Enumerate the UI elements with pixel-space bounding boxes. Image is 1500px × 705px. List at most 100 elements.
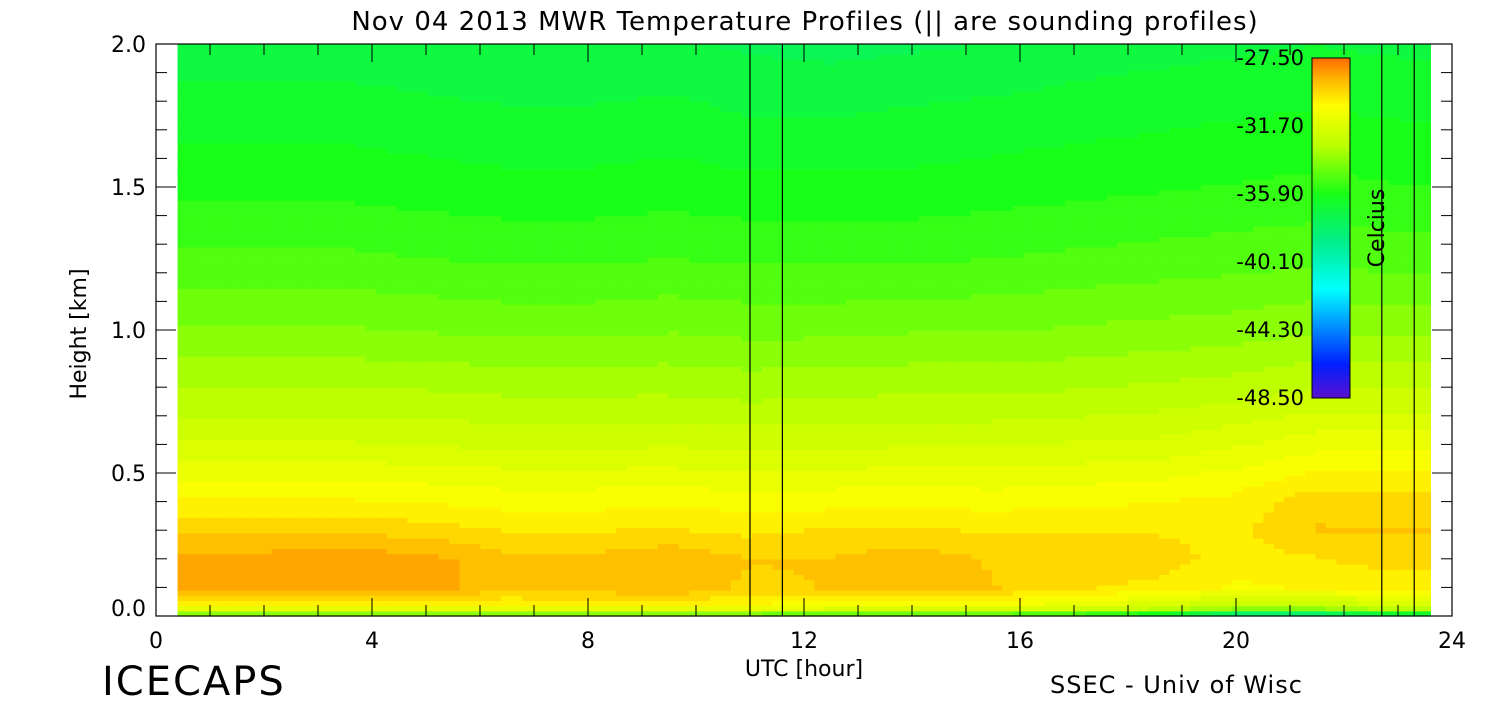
heat-cell (1252, 527, 1264, 534)
heat-cell (313, 543, 325, 549)
heat-cell (751, 434, 763, 440)
heat-cell (918, 538, 930, 544)
heat-cell (657, 397, 669, 404)
heat-cell (751, 460, 763, 466)
heat-cell (824, 449, 836, 456)
heat-cell (1399, 548, 1411, 555)
heat-cell (866, 475, 878, 482)
heat-cell (480, 397, 492, 404)
heat-cell (824, 486, 836, 492)
heat-cell (375, 470, 387, 477)
heat-cell (1315, 402, 1327, 409)
heat-cell (1315, 595, 1327, 601)
heat-cell (595, 595, 607, 601)
heat-cell (960, 506, 972, 513)
heat-cell (720, 496, 732, 503)
heat-cell (313, 434, 325, 440)
heat-cell (1075, 564, 1087, 570)
heat-cell (1127, 522, 1139, 529)
heat-cell (647, 434, 659, 440)
heat-cell (616, 444, 628, 451)
heat-cell (250, 605, 262, 612)
heat-cell (939, 439, 951, 445)
heat-cell (355, 584, 367, 591)
heat-cell (501, 548, 513, 555)
heat-cell (636, 548, 648, 555)
heat-cell (344, 605, 356, 612)
heat-cell (918, 480, 930, 487)
heat-cell (208, 506, 220, 513)
heat-cell (543, 501, 555, 508)
heat-cell (1284, 538, 1296, 544)
heat-cell (960, 543, 972, 549)
heat-cell (1242, 475, 1254, 482)
heat-cell (762, 423, 774, 430)
heat-cell (678, 449, 690, 456)
heat-cell (480, 506, 492, 513)
heat-cell (490, 460, 502, 466)
heat-cell (950, 428, 962, 435)
heat-cell (866, 470, 878, 477)
heat-cell (908, 413, 920, 419)
heat-cell (1033, 512, 1045, 518)
heat-cell (1305, 543, 1317, 549)
heat-cell (229, 491, 241, 497)
heat-cell (543, 418, 555, 425)
heat-cell (188, 558, 200, 565)
heat-cell (219, 605, 231, 612)
heat-cell (1336, 480, 1348, 487)
heat-cell (250, 413, 262, 419)
heat-cell (877, 486, 889, 492)
heat-cell (1315, 584, 1327, 591)
heat-cell (678, 428, 690, 435)
heat-cell (271, 538, 283, 544)
heat-cell (282, 579, 294, 586)
heat-cell (271, 595, 283, 601)
heat-cell (355, 522, 367, 529)
heat-cell (334, 475, 346, 482)
heat-cell (1106, 449, 1118, 456)
heat-cell (772, 397, 784, 404)
heat-cell (626, 595, 638, 601)
heat-cell (1012, 496, 1024, 503)
heat-cell (908, 579, 920, 586)
heat-cell (1127, 454, 1139, 461)
heat-cell (1190, 465, 1202, 471)
heat-cell (647, 418, 659, 425)
heat-cell (1388, 553, 1400, 560)
heat-cell (981, 558, 993, 565)
heat-cell (365, 548, 377, 555)
heat-cell (355, 506, 367, 513)
heat-cell (887, 517, 899, 523)
heat-cell (605, 574, 617, 581)
heat-cell (689, 590, 701, 596)
heat-cell (1409, 569, 1421, 575)
heat-cell (856, 465, 868, 471)
heat-cell (302, 444, 314, 451)
heat-cell (365, 408, 377, 414)
heat-cell (480, 408, 492, 414)
heat-cell (250, 527, 262, 534)
heat-cell (772, 428, 784, 435)
heat-cell (616, 564, 628, 570)
heat-cell (1221, 564, 1233, 570)
heat-cell (1190, 538, 1202, 544)
heat-cell (647, 574, 659, 581)
heat-cell (386, 517, 398, 523)
heat-cell (1106, 538, 1118, 544)
heat-cell (323, 408, 335, 414)
heat-cell (1075, 532, 1087, 539)
heat-cell (939, 532, 951, 539)
heat-cell (1106, 527, 1118, 534)
heat-cell (386, 428, 398, 435)
heat-cell (1169, 460, 1181, 466)
heat-cell (1326, 512, 1338, 518)
heat-cell (449, 590, 461, 596)
heat-cell (563, 439, 575, 445)
heat-cell (386, 486, 398, 492)
heat-cell (877, 527, 889, 534)
heat-cell (908, 600, 920, 607)
heat-cell (1315, 413, 1327, 419)
heat-cell (991, 470, 1003, 477)
heat-cell (824, 543, 836, 549)
